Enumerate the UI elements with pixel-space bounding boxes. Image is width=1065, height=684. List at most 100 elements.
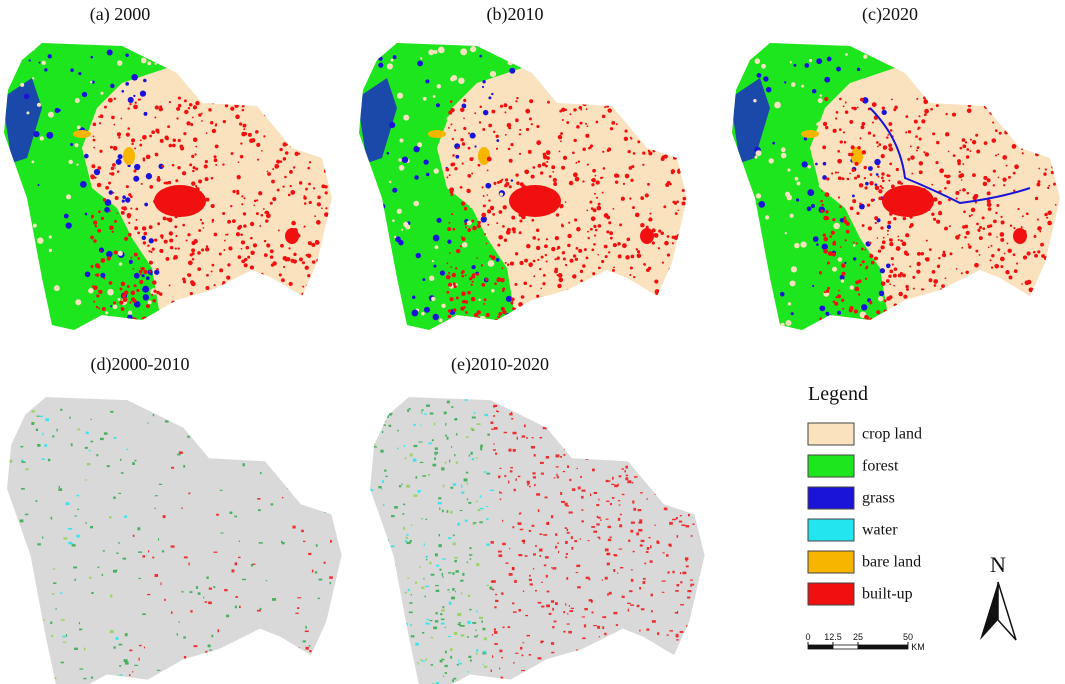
map	[7, 397, 342, 684]
forest-gap	[133, 94, 136, 98]
change-patch	[577, 420, 580, 423]
built-up	[211, 263, 215, 267]
change-patch	[631, 481, 634, 484]
change-patch	[562, 471, 566, 473]
change-patch	[479, 495, 482, 498]
built-up	[664, 240, 669, 246]
change-patch	[398, 485, 402, 488]
change-patch	[654, 645, 657, 647]
change-patch	[461, 592, 463, 595]
built-up	[128, 193, 132, 197]
built-up	[152, 280, 157, 285]
change-patch	[281, 496, 284, 499]
forest-gap	[485, 182, 492, 189]
built-up	[514, 282, 518, 286]
change-patch	[51, 593, 55, 595]
change-patch	[152, 556, 155, 559]
change-patch	[370, 456, 373, 460]
change-patch	[636, 604, 640, 608]
built-up	[920, 288, 924, 291]
built-up	[519, 128, 522, 131]
built-up	[569, 113, 572, 116]
change-patch	[113, 646, 116, 649]
built-up	[927, 315, 933, 321]
built-up	[464, 274, 467, 277]
change-patch	[404, 591, 408, 594]
change-patch	[678, 455, 681, 458]
built-up	[280, 243, 284, 248]
change-patch	[618, 475, 622, 478]
forest-gap	[510, 312, 514, 317]
change-patch	[614, 554, 618, 557]
forest-gap	[833, 179, 840, 186]
built-up	[907, 210, 911, 214]
forest-gap	[411, 309, 419, 317]
forest-gap	[500, 227, 503, 231]
built-up	[992, 121, 995, 124]
grass	[359, 78, 397, 163]
change-patch	[584, 418, 588, 421]
change-patch	[440, 622, 445, 625]
built-up	[135, 207, 139, 211]
built-up	[944, 294, 948, 297]
change-patch	[156, 669, 161, 671]
built-up	[287, 315, 292, 320]
forest-gap	[806, 206, 812, 212]
change-patch	[59, 592, 63, 594]
change-patch	[229, 511, 233, 514]
built-up	[892, 273, 897, 278]
built-up	[210, 270, 213, 273]
forest-gap	[481, 131, 486, 135]
change-patch	[493, 404, 498, 407]
built-up	[512, 217, 515, 220]
built-up	[486, 156, 492, 162]
change-patch	[62, 641, 67, 643]
change-patch	[566, 531, 570, 534]
change-patch	[702, 445, 705, 449]
built-up	[464, 207, 468, 211]
built-up	[636, 124, 639, 128]
forest-gap	[65, 222, 72, 229]
built-up	[913, 198, 917, 202]
built-up	[165, 256, 170, 261]
built-up	[263, 253, 268, 258]
forest-gap	[489, 70, 497, 78]
built-up	[497, 315, 501, 319]
change-patch	[322, 630, 324, 633]
change-patch	[640, 539, 645, 543]
built-up	[945, 100, 949, 104]
built-up	[849, 206, 854, 211]
change-patch	[537, 509, 540, 513]
built-up	[204, 316, 207, 320]
built-up	[482, 127, 486, 131]
forest-gap	[796, 181, 801, 186]
forest-gap	[139, 90, 147, 97]
change-patch	[384, 469, 387, 472]
change-patch	[502, 542, 506, 546]
change-patch	[611, 647, 616, 649]
built-up	[283, 265, 286, 269]
change-patch	[381, 430, 384, 434]
change-patch	[304, 630, 309, 633]
built-up	[825, 210, 829, 214]
change-patch	[461, 491, 465, 494]
built-up	[247, 132, 252, 137]
change-patch	[428, 442, 432, 445]
change-patch	[491, 655, 494, 658]
built-up	[595, 120, 599, 124]
change-patch	[432, 463, 437, 467]
change-patch	[435, 589, 440, 593]
built-up	[196, 296, 199, 299]
change-patch	[261, 423, 264, 425]
built-up	[861, 121, 866, 126]
built-up	[447, 282, 453, 287]
built-up	[194, 184, 198, 188]
forest-gap	[76, 163, 79, 166]
change-patch	[305, 646, 309, 650]
change-patch	[426, 618, 429, 621]
built-up	[153, 238, 158, 242]
change-patch	[394, 506, 398, 509]
change-patch	[27, 403, 31, 405]
built-up	[931, 269, 936, 274]
change-patch	[541, 406, 545, 408]
